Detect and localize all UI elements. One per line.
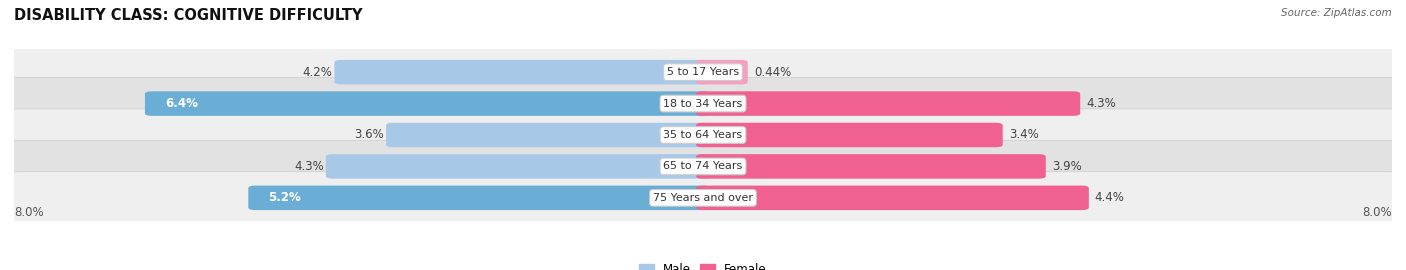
FancyBboxPatch shape: [696, 123, 1002, 147]
Text: 18 to 34 Years: 18 to 34 Years: [664, 99, 742, 109]
Text: 75 Years and over: 75 Years and over: [652, 193, 754, 203]
FancyBboxPatch shape: [3, 172, 1403, 224]
Text: 8.0%: 8.0%: [14, 206, 44, 219]
FancyBboxPatch shape: [249, 185, 710, 210]
FancyBboxPatch shape: [326, 154, 710, 179]
Text: 8.0%: 8.0%: [1362, 206, 1392, 219]
Text: 6.4%: 6.4%: [165, 97, 198, 110]
Text: 4.4%: 4.4%: [1095, 191, 1125, 204]
Legend: Male, Female: Male, Female: [634, 259, 772, 270]
Text: 65 to 74 Years: 65 to 74 Years: [664, 161, 742, 171]
FancyBboxPatch shape: [696, 154, 1046, 179]
Text: 3.4%: 3.4%: [1008, 129, 1039, 141]
Text: 5.2%: 5.2%: [269, 191, 301, 204]
FancyBboxPatch shape: [696, 91, 1080, 116]
Text: 5 to 17 Years: 5 to 17 Years: [666, 67, 740, 77]
FancyBboxPatch shape: [696, 60, 748, 85]
FancyBboxPatch shape: [145, 91, 710, 116]
Text: 35 to 64 Years: 35 to 64 Years: [664, 130, 742, 140]
FancyBboxPatch shape: [335, 60, 710, 85]
Text: 3.9%: 3.9%: [1052, 160, 1081, 173]
Text: Source: ZipAtlas.com: Source: ZipAtlas.com: [1281, 8, 1392, 18]
FancyBboxPatch shape: [696, 185, 1088, 210]
Text: 4.3%: 4.3%: [294, 160, 325, 173]
Text: 4.2%: 4.2%: [302, 66, 333, 79]
Text: 4.3%: 4.3%: [1087, 97, 1116, 110]
Text: DISABILITY CLASS: COGNITIVE DIFFICULTY: DISABILITY CLASS: COGNITIVE DIFFICULTY: [14, 8, 363, 23]
FancyBboxPatch shape: [3, 109, 1403, 161]
FancyBboxPatch shape: [3, 140, 1403, 193]
Text: 0.44%: 0.44%: [754, 66, 792, 79]
FancyBboxPatch shape: [3, 77, 1403, 130]
FancyBboxPatch shape: [3, 46, 1403, 98]
Text: 3.6%: 3.6%: [354, 129, 384, 141]
FancyBboxPatch shape: [387, 123, 710, 147]
